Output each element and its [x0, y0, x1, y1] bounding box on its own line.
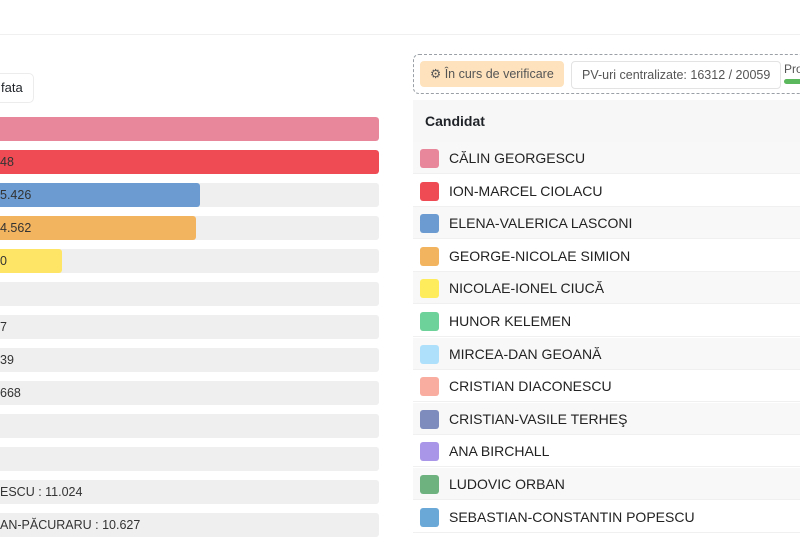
candidate-name: HUNOR KELEMEN	[449, 313, 572, 329]
pv-count: PV-uri centralizate: 16312 / 20059	[571, 61, 782, 89]
table-row[interactable]: MIRCEA-DAN GEOANĂ	[413, 337, 800, 370]
status-panel	[413, 54, 800, 94]
table-row[interactable]: NICOLAE-IONEL CIUCĂ	[413, 272, 800, 305]
bar-fill	[0, 150, 379, 174]
color-swatch	[420, 344, 439, 364]
bar-label: 5.426	[0, 188, 32, 202]
progress-fill	[784, 79, 800, 84]
bar-row: 668	[0, 381, 379, 405]
bar-label: 48	[0, 155, 14, 169]
bar-label: 7	[0, 320, 7, 334]
table-row[interactable]: HUNOR KELEMEN	[413, 305, 800, 337]
bar-label: 668	[0, 386, 21, 400]
candidate-name: LUDOVIC ORBAN	[449, 476, 565, 492]
color-swatch	[420, 279, 439, 299]
table-row[interactable]: CRISTIAN-VASILE TERHEŞ	[413, 402, 800, 435]
bar-row	[0, 414, 379, 438]
bar-fill	[0, 183, 201, 207]
top-bar	[0, 0, 800, 35]
bar-row: 39	[0, 348, 379, 372]
filter-button[interactable]: fata	[0, 73, 34, 103]
candidate-name: ANA BIRCHALL	[449, 443, 550, 460]
bar-fill	[0, 249, 63, 273]
color-swatch	[420, 246, 439, 266]
status-label: În curs de verificare	[444, 67, 554, 81]
bar-label: 39	[0, 353, 14, 367]
bar-label: 4.562	[0, 221, 32, 235]
bar-row: 5.426	[0, 183, 379, 207]
progress-bar	[784, 79, 800, 84]
table-row[interactable]: CRISTIAN DIACONESCU	[413, 370, 800, 403]
color-swatch	[420, 377, 439, 397]
bar-row: AN-PĂCURARU : 10.627	[0, 513, 379, 537]
bar-row: 0	[0, 249, 379, 273]
bar-row: 48	[0, 150, 379, 174]
bar-label: 0	[0, 254, 7, 268]
candidate-name: SEBASTIAN-CONSTANTIN POPESCU	[449, 508, 695, 525]
candidate-name: NICOLAE-IONEL CIUCĂ	[449, 280, 605, 297]
table-row[interactable]: CĂLIN GEORGESCU	[413, 142, 800, 174]
bar-row: ESCU : 11.024	[0, 480, 379, 504]
table-row[interactable]: GEORGE-NICOLAE SIMION	[413, 239, 800, 272]
table-row[interactable]: ANA BIRCHALL	[413, 435, 800, 468]
bar-row	[0, 447, 379, 471]
color-swatch	[420, 181, 439, 201]
table-row[interactable]: SEBASTIAN-CONSTANTIN POPESCU	[413, 500, 800, 533]
status-badge: ⚙ În curs de verificare	[420, 61, 564, 87]
bar-row	[0, 282, 379, 306]
gear-icon: ⚙	[430, 67, 442, 81]
color-swatch	[420, 214, 439, 234]
table-row[interactable]: LUDOVIC ORBAN	[413, 468, 800, 500]
table-row[interactable]: ION-MARCEL CIOLACU	[413, 174, 800, 207]
bar-fill	[0, 216, 196, 240]
bar-row	[0, 117, 379, 141]
bar-label: ESCU : 11.024	[0, 485, 83, 499]
candidate-name: CRISTIAN DIACONESCU	[449, 378, 612, 395]
candidate-name: ELENA-VALERICA LASCONI	[449, 215, 633, 232]
bar-row: 4.562	[0, 216, 379, 240]
table-header-candidat[interactable]: Candidat	[413, 100, 800, 142]
color-swatch	[420, 475, 439, 494]
candidate-name: ION-MARCEL CIOLACU	[449, 182, 603, 199]
progress-label: Pro	[784, 62, 800, 76]
bar-row: 7	[0, 315, 379, 339]
table-row[interactable]: ELENA-VALERICA LASCONI	[413, 207, 800, 240]
bar-label: AN-PĂCURARU : 10.627	[0, 518, 141, 532]
color-swatch	[420, 312, 439, 331]
color-swatch	[420, 442, 439, 462]
color-swatch	[420, 149, 439, 168]
filter-label: fata	[1, 80, 23, 95]
candidate-name: MIRCEA-DAN GEOANĂ	[449, 345, 602, 362]
bar-fill	[0, 117, 379, 141]
candidate-name: CRISTIAN-VASILE TERHEŞ	[449, 410, 628, 427]
color-swatch	[420, 507, 439, 527]
candidate-name: GEORGE-NICOLAE SIMION	[449, 247, 631, 264]
color-swatch	[420, 409, 439, 429]
candidate-name: CĂLIN GEORGESCU	[449, 150, 586, 166]
